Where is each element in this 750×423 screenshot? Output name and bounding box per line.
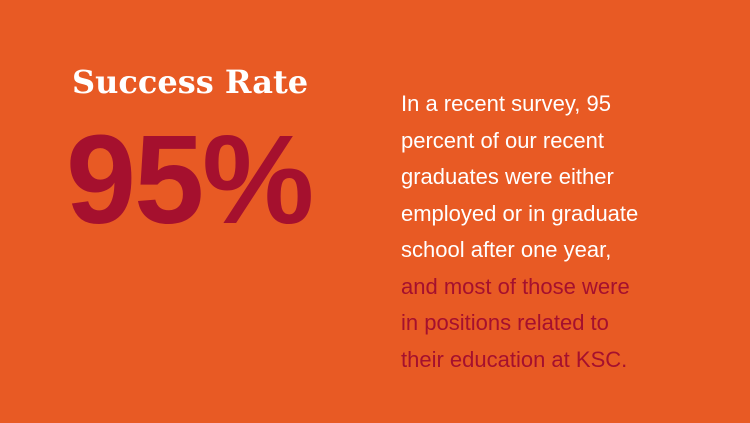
description-line-highlight: and most of those were <box>401 273 630 299</box>
survey-description: In a recent survey, 95 percent of our re… <box>401 86 721 378</box>
description-line: school after one year, <box>401 237 612 262</box>
success-rate-stat: 95% <box>66 109 314 250</box>
description-line-highlight: their education at KSC. <box>401 346 628 372</box>
description-line-highlight: in positions related to <box>401 310 609 335</box>
success-rate-heading: Success Rate <box>72 63 309 101</box>
description-line: percent of our recent <box>401 127 605 153</box>
description-line: employed or in graduate <box>401 200 639 226</box>
description-line: graduates were either <box>401 164 614 189</box>
description-line: In a recent survey, 95 <box>401 91 611 116</box>
